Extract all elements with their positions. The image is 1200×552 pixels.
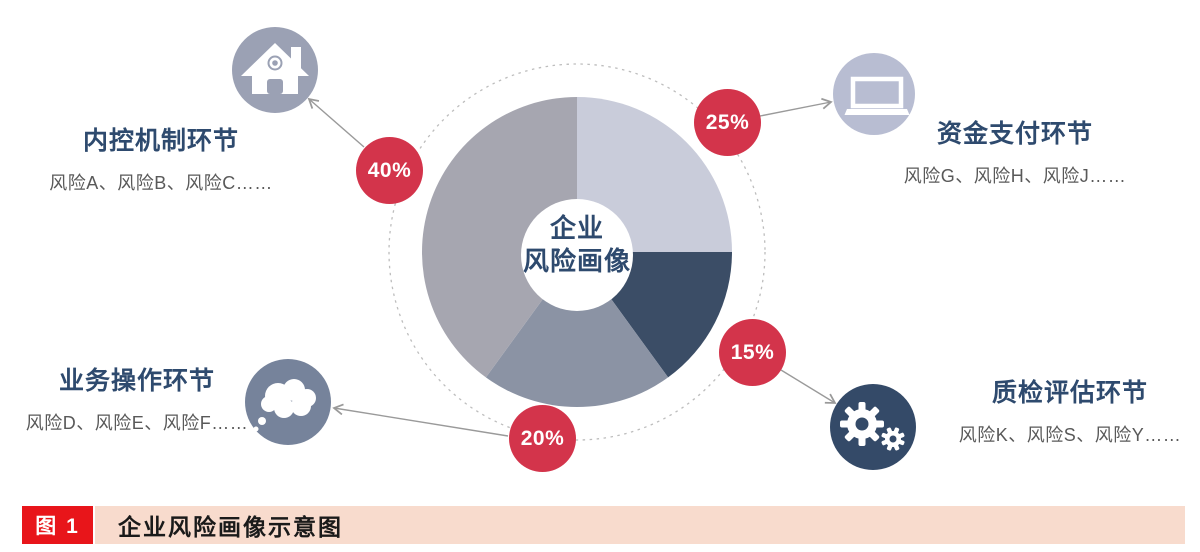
pie-chart (422, 97, 732, 407)
dotted-orbit-circle (388, 63, 766, 441)
pie-slice-business-operation (485, 252, 669, 407)
house-icon (232, 27, 318, 113)
node-risks: 风险K、风险S、风险Y…… (958, 425, 1182, 445)
percent-badge-fund-payment: 25% (694, 89, 761, 156)
arrow-to-quality-evaluation (780, 369, 837, 404)
node-title: 内控机制环节 (82, 127, 239, 155)
gears-icon (830, 384, 916, 470)
pie-center-label: 企业 风险画像 (492, 212, 662, 278)
node-internal-control: 内控机制环节 风险A、风险B、风险C…… (31, 126, 291, 195)
laptop-icon (833, 53, 915, 135)
percent-badge-quality-evaluation: 15% (719, 319, 786, 386)
thought-bubble-icon (245, 359, 331, 445)
percent-badge-internal-control: 40% (356, 137, 423, 204)
risk-portrait-diagram (232, 27, 916, 470)
node-business-operation: 业务操作环节 风险D、风险E、风险F…… (7, 366, 267, 435)
figure-caption-title: 企业风险画像示意图 (118, 514, 343, 540)
pie-slice-fund-payment (577, 97, 732, 252)
node-fund-payment: 资金支付环节 风险G、风险H、风险J…… (885, 119, 1145, 188)
node-title: 资金支付环节 (936, 120, 1093, 148)
node-title: 质检评估环节 (991, 379, 1148, 407)
node-title: 业务操作环节 (58, 367, 215, 395)
figure-number-badge: 图 1 (22, 506, 95, 544)
pie-center-label-line1: 企业 (549, 213, 604, 243)
figure-caption: 图 1 企业风险画像示意图 (22, 506, 1185, 544)
arrow-to-internal-control (307, 97, 365, 148)
node-risks: 风险D、风险E、风险F…… (25, 413, 249, 433)
arrow-to-fund-payment (759, 97, 833, 117)
figure-caption-bar: 企业风险画像示意图 (95, 506, 1185, 544)
percent-badge-business-operation: 20% (509, 405, 576, 472)
node-risks: 风险A、风险B、风险C…… (49, 173, 273, 193)
pie-slice-internal-control (422, 97, 577, 378)
node-quality-evaluation: 质检评估环节 风险K、风险S、风险Y…… (940, 378, 1200, 447)
pie-center-label-line2: 风险画像 (522, 246, 631, 276)
node-risks: 风险G、风险H、风险J…… (903, 166, 1127, 186)
pie-center-hole (521, 199, 633, 311)
arrow-to-business-operation (332, 403, 509, 437)
